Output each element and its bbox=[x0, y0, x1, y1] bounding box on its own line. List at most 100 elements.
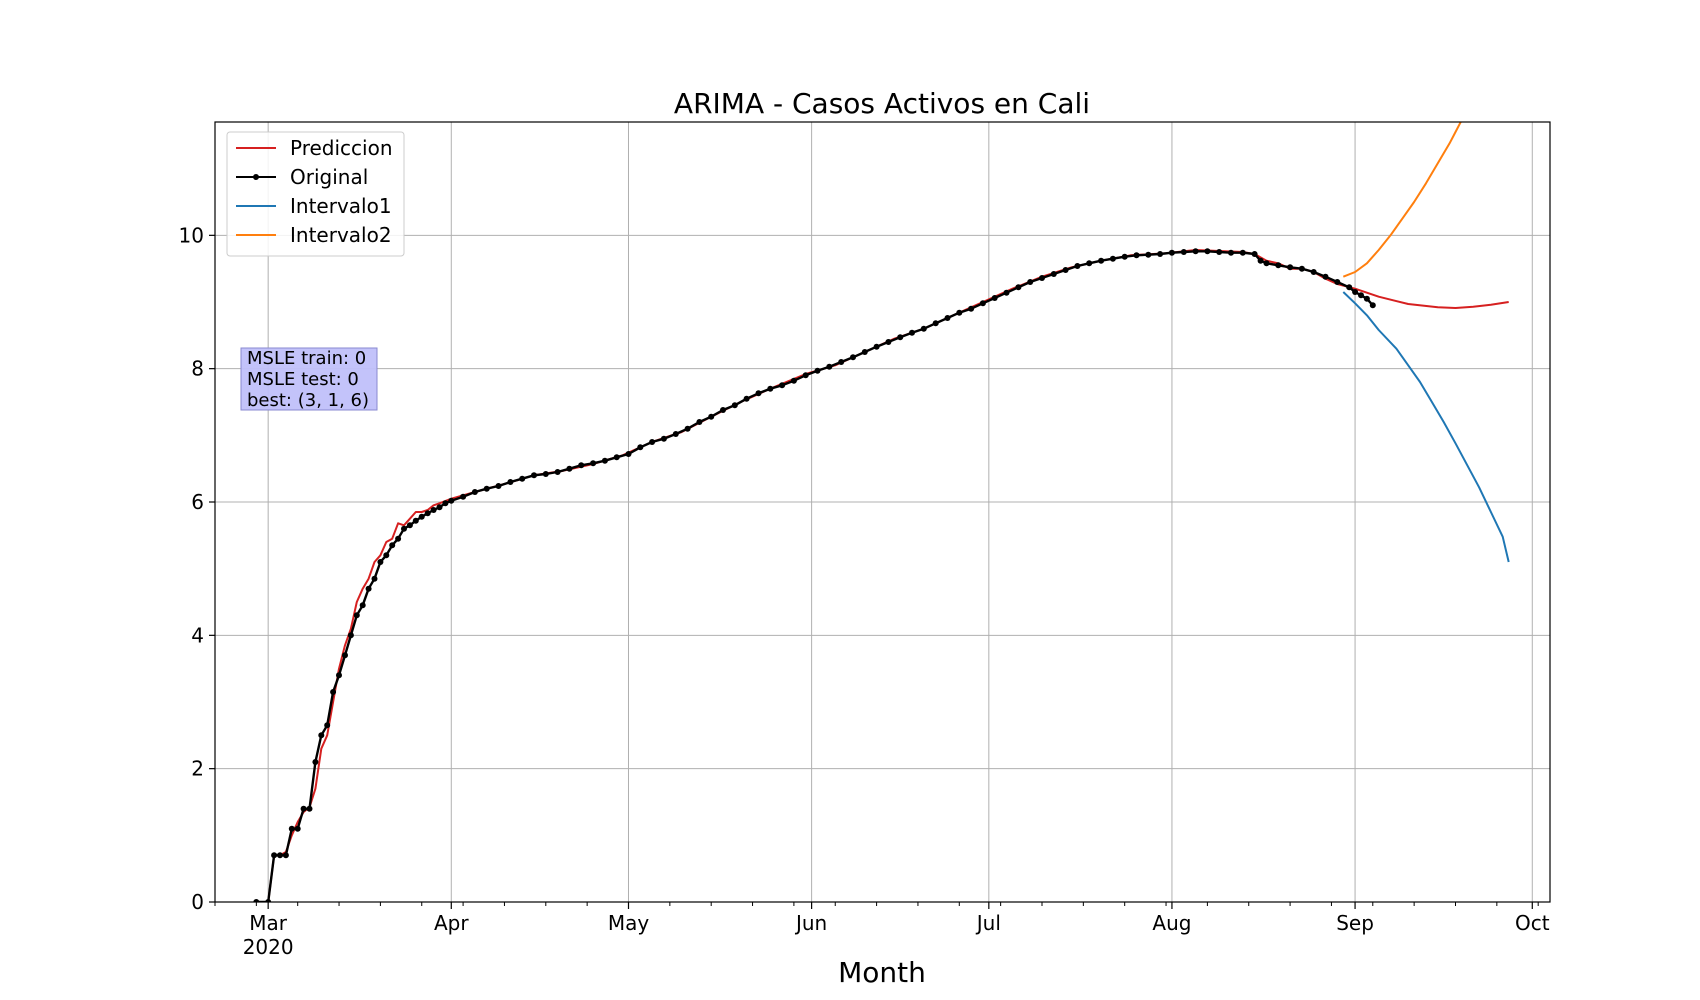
x-tick-label: Jun bbox=[794, 911, 827, 935]
chart-title: ARIMA - Casos Activos en Cali bbox=[674, 87, 1090, 120]
data-point-original bbox=[578, 462, 585, 469]
data-point-original bbox=[1363, 295, 1370, 302]
data-point-original bbox=[507, 479, 514, 485]
data-point-original bbox=[708, 413, 715, 420]
x-tick-label: Jul bbox=[975, 911, 1001, 935]
data-point-original bbox=[566, 465, 573, 472]
series-line-original bbox=[256, 250, 1374, 902]
series-layer bbox=[253, 122, 1510, 902]
data-point-original bbox=[424, 510, 431, 517]
y-axis: 0 2 4 6 8 10 bbox=[179, 223, 215, 914]
data-point-original bbox=[294, 825, 301, 832]
data-point-original bbox=[873, 343, 880, 350]
data-point-original bbox=[442, 500, 449, 507]
data-point-original bbox=[861, 349, 868, 355]
data-point-original bbox=[1358, 292, 1364, 299]
data-point-original bbox=[637, 444, 644, 451]
data-point-original bbox=[1216, 249, 1223, 255]
data-point-original bbox=[430, 507, 437, 513]
data-point-original bbox=[1192, 248, 1199, 255]
data-point-original bbox=[932, 320, 939, 327]
series-line-prediccion bbox=[262, 249, 1509, 902]
data-point-original bbox=[672, 431, 679, 437]
data-point-original bbox=[342, 652, 348, 659]
data-point-original bbox=[1133, 252, 1140, 259]
data-point-original bbox=[613, 454, 620, 461]
data-point-original bbox=[1346, 284, 1353, 291]
x-tick-sublabel: 2020 bbox=[243, 935, 294, 959]
data-point-original bbox=[1027, 279, 1034, 285]
data-point-original bbox=[838, 359, 845, 365]
data-point-original bbox=[909, 329, 915, 336]
data-point-original bbox=[1263, 260, 1270, 267]
data-point-original bbox=[401, 525, 407, 532]
data-point-original bbox=[531, 472, 537, 479]
legend-frame bbox=[226, 131, 405, 257]
data-point-original bbox=[731, 402, 738, 409]
data-point-original bbox=[601, 457, 608, 464]
data-point-original bbox=[956, 309, 963, 316]
data-point-original bbox=[1334, 279, 1341, 285]
data-point-original bbox=[542, 471, 549, 477]
data-point-original bbox=[1287, 264, 1294, 271]
data-point-original bbox=[1086, 260, 1093, 267]
legend-label-prediccion: Prediccion bbox=[290, 136, 393, 160]
data-point-original bbox=[968, 305, 975, 312]
data-point-original bbox=[365, 585, 372, 592]
data-point-original bbox=[1098, 257, 1105, 264]
data-point-original bbox=[1204, 248, 1211, 255]
data-point-original bbox=[1050, 271, 1057, 277]
y-tick-label: 6 bbox=[191, 490, 204, 514]
data-point-original bbox=[1168, 249, 1175, 256]
data-point-original bbox=[1039, 275, 1045, 281]
data-point-original bbox=[944, 315, 951, 321]
data-point-original bbox=[885, 339, 892, 345]
data-point-original bbox=[850, 354, 856, 361]
y-tick-label: 10 bbox=[179, 223, 204, 247]
data-point-original bbox=[1322, 273, 1329, 280]
legend-label-original: Original bbox=[290, 165, 368, 189]
x-tick-label: Aug bbox=[1152, 911, 1191, 935]
data-point-original bbox=[406, 522, 413, 529]
legend-label-intervalo1: Intervalo1 bbox=[290, 194, 392, 218]
data-point-original bbox=[483, 485, 490, 492]
data-point-original bbox=[1251, 251, 1258, 257]
data-point-original bbox=[1257, 257, 1264, 264]
data-point-original bbox=[288, 825, 295, 832]
data-point-original bbox=[979, 300, 986, 307]
data-point-original bbox=[519, 475, 526, 482]
data-point-original bbox=[353, 612, 360, 619]
data-point-original bbox=[826, 363, 833, 370]
data-point-original bbox=[991, 295, 998, 301]
data-point-original bbox=[814, 367, 821, 374]
y-tick-label: 4 bbox=[191, 623, 204, 647]
data-point-original bbox=[412, 517, 419, 524]
data-point-original bbox=[802, 372, 809, 379]
data-point-original bbox=[920, 325, 927, 332]
data-point-original bbox=[495, 483, 502, 489]
data-point-original bbox=[1062, 267, 1069, 273]
data-point-original bbox=[1157, 251, 1164, 257]
data-point-original bbox=[1180, 249, 1187, 255]
data-point-original bbox=[1121, 253, 1128, 260]
annotation-background bbox=[240, 347, 378, 411]
data-point-original bbox=[277, 852, 283, 859]
x-tick-label: May bbox=[608, 911, 650, 935]
data-point-original bbox=[300, 805, 307, 812]
data-point-original bbox=[448, 497, 455, 504]
y-tick-label: 8 bbox=[191, 357, 204, 381]
data-point-original bbox=[720, 407, 726, 413]
data-point-original bbox=[649, 439, 656, 445]
series-line-intervalo1 bbox=[1342, 291, 1510, 563]
data-point-original bbox=[1352, 289, 1359, 295]
data-point-original bbox=[324, 722, 331, 729]
data-point-original bbox=[684, 425, 691, 432]
data-point-original bbox=[660, 435, 667, 442]
data-point-original bbox=[779, 382, 786, 389]
data-point-original bbox=[436, 504, 443, 511]
legend-marker-original bbox=[253, 174, 259, 180]
data-point-original bbox=[1015, 284, 1022, 291]
data-point-original bbox=[1228, 249, 1234, 256]
